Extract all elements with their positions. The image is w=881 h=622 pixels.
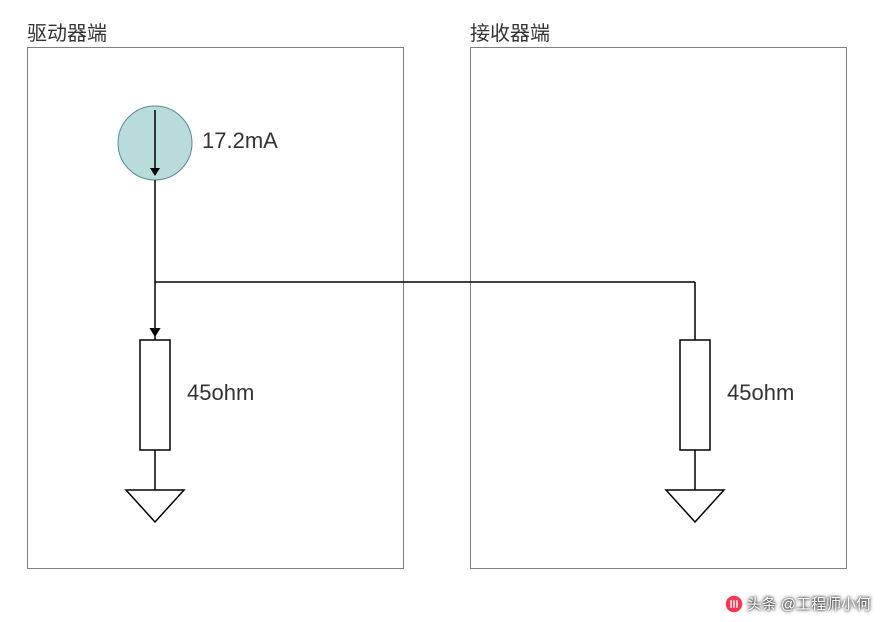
left-resistor-label: 45ohm bbox=[187, 380, 254, 406]
current-value-label: 17.2mA bbox=[202, 128, 278, 154]
watermark-icon bbox=[725, 595, 743, 613]
driver-side-title: 驱动器端 bbox=[27, 17, 107, 46]
driver-box bbox=[27, 47, 404, 569]
right-resistor-label: 45ohm bbox=[727, 380, 794, 406]
watermark-text: 头条 @工程师小何 bbox=[747, 593, 871, 614]
watermark: 头条 @工程师小何 bbox=[725, 593, 871, 614]
receiver-side-title: 接收器端 bbox=[470, 17, 550, 46]
receiver-box bbox=[470, 47, 847, 569]
